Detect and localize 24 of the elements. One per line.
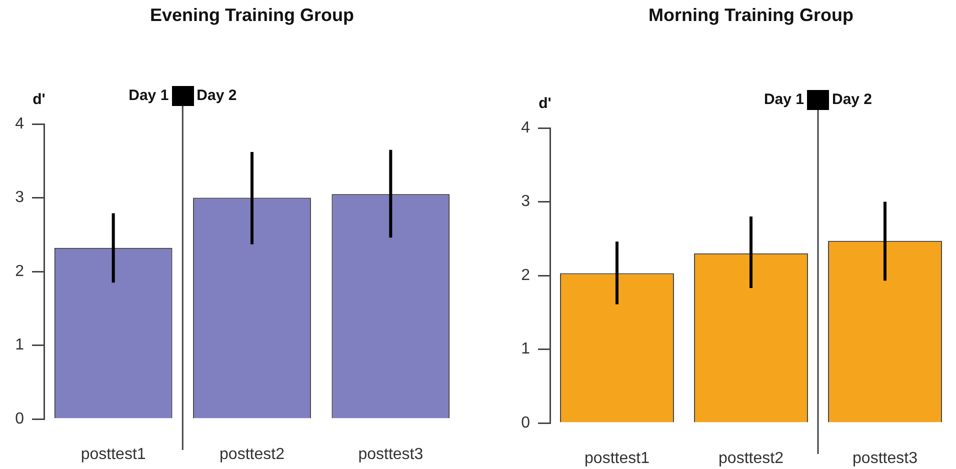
x-tick-label: posttest1 (80, 446, 146, 464)
y-tick-label: 1 (15, 336, 24, 354)
y-tick-label: 3 (521, 193, 530, 210)
text: Day 2 (832, 91, 872, 108)
y-tick-label: 0 (521, 414, 530, 432)
y-tick-label: 2 (521, 266, 530, 284)
y-axis-title: d' (538, 95, 552, 112)
y-tick-label: 3 (15, 189, 24, 206)
text: Day 1 (128, 87, 169, 104)
text: Day 1 (764, 91, 804, 108)
x-tick-label: posttest2 (718, 450, 784, 468)
y-axis-title: d' (32, 91, 46, 108)
text: Day 2 (196, 87, 237, 104)
y-tick-label: 1 (521, 340, 530, 358)
x-tick-label: posttest3 (852, 450, 918, 468)
y-tick-label: 4 (15, 115, 24, 132)
chart-title: Morning Training Group (648, 4, 854, 25)
chart-title: Evening Training Group (150, 4, 354, 25)
x-tick-label: posttest1 (584, 450, 650, 468)
y-tick-label: 2 (15, 262, 24, 280)
y-tick-label: 0 (15, 410, 24, 428)
y-tick-label: 4 (521, 119, 530, 136)
x-tick-label: posttest2 (220, 446, 285, 464)
x-tick-label: posttest3 (358, 446, 424, 464)
